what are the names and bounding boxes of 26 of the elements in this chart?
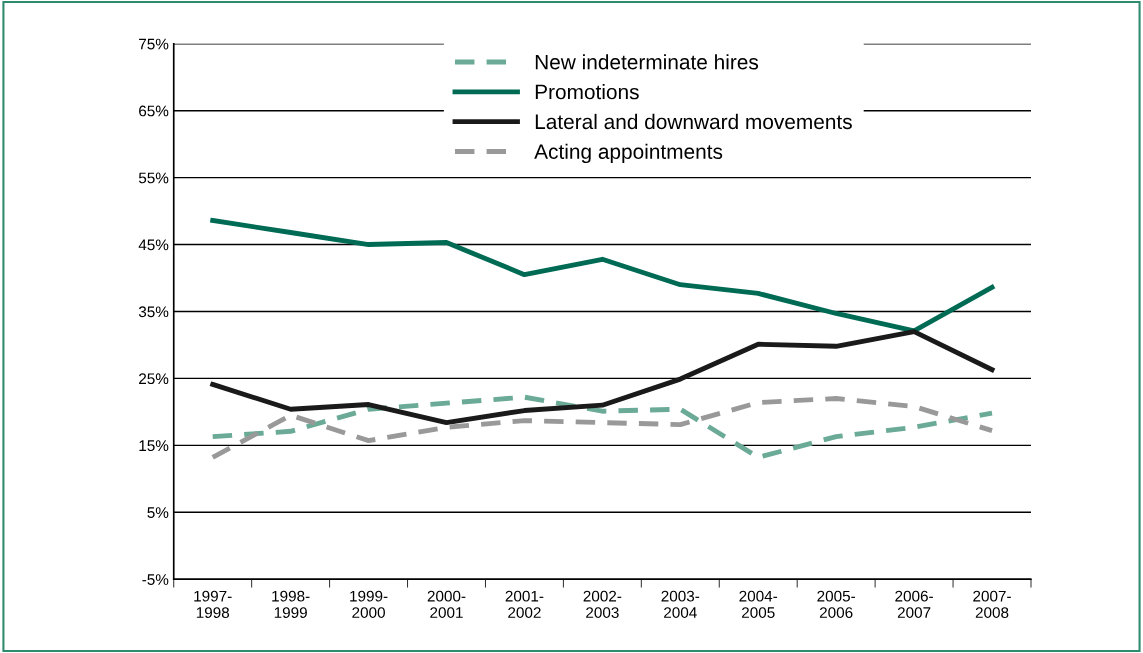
y-tick-label: 25%: [139, 373, 169, 385]
y-tick-label: 55%: [138, 172, 169, 184]
x-tick-label: 2003- 2004: [661, 590, 700, 618]
legend-label: Acting appointments: [534, 143, 723, 164]
y-tick-label: -5%: [142, 574, 169, 585]
legend-label: New indeterminate hires: [535, 54, 759, 70]
x-tick-label: 2004- 2005: [739, 590, 778, 618]
legend-label: Promotions: [535, 84, 639, 100]
x-tick-label: 2002- 2003: [583, 590, 622, 618]
y-tick-label: 65%: [139, 105, 169, 117]
y-tick-label: 75%: [139, 38, 169, 50]
x-tick-label: 2007- 2008: [973, 590, 1011, 618]
x-tick-label: 2001- 2002: [505, 590, 544, 618]
x-tick-label: 2005- 2006: [817, 590, 856, 618]
y-tick-label: 5%: [147, 507, 169, 518]
legend-label: Lateral and downward movements: [535, 113, 852, 130]
x-tick-label: 1999- 2000: [350, 590, 388, 618]
line-series: [210, 329, 995, 426]
y-tick-label: 35%: [138, 306, 169, 318]
line-series: [210, 218, 995, 334]
x-tick-label: 2000- 2001: [427, 590, 466, 618]
x-tick-label: 1998- 1999: [272, 590, 310, 618]
y-tick-label: 15%: [139, 440, 169, 452]
x-tick-label: 2006- 2007: [895, 590, 933, 618]
y-tick-label: 45%: [138, 239, 169, 251]
x-tick-label: 1997- 1998: [194, 590, 232, 618]
